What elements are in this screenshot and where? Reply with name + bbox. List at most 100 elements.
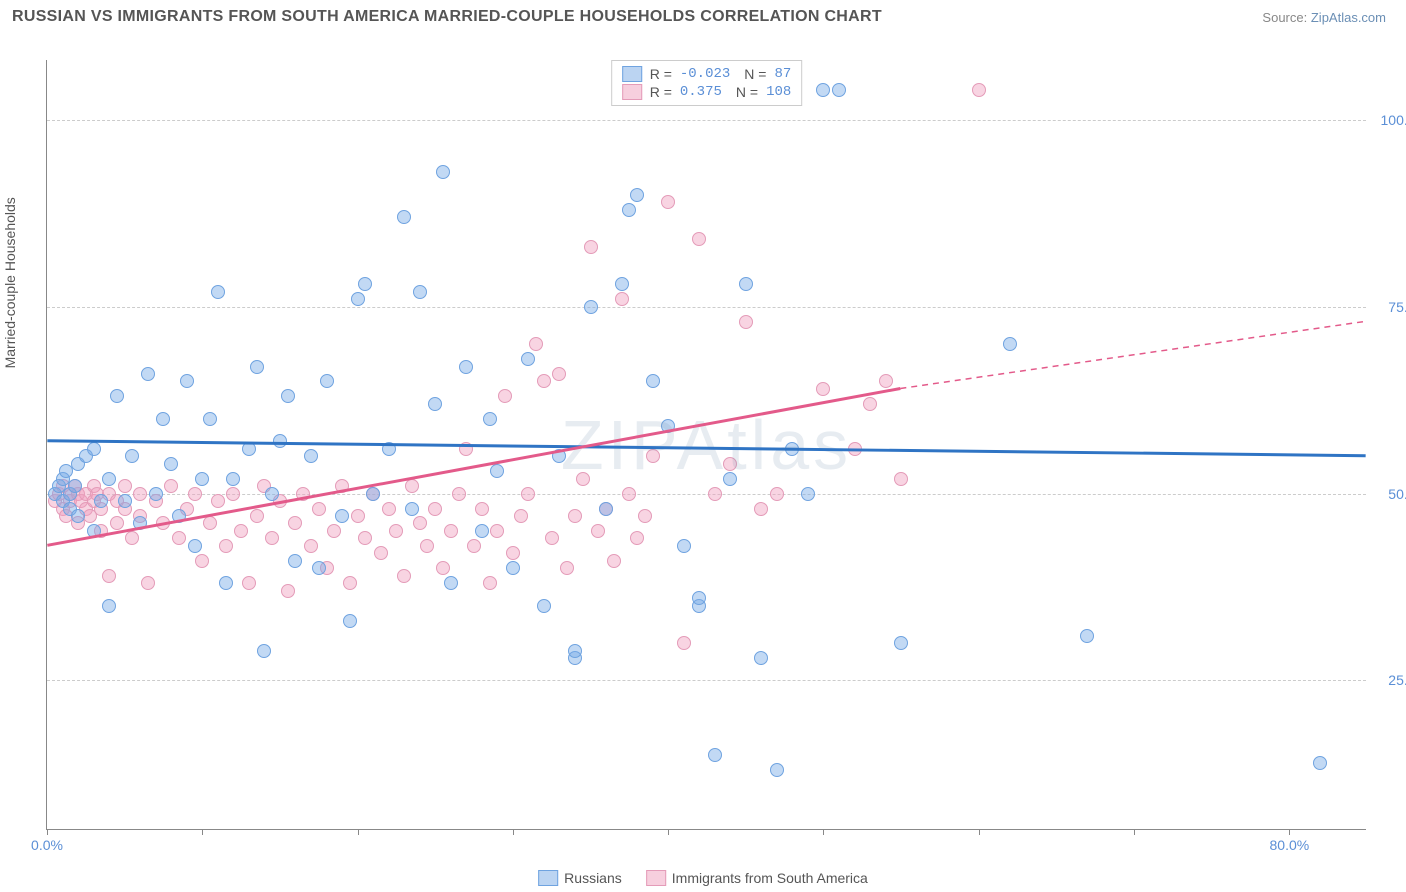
data-point [219, 576, 233, 590]
data-point [250, 360, 264, 374]
data-point [490, 524, 504, 538]
data-point [156, 412, 170, 426]
data-point [537, 374, 551, 388]
data-point [203, 516, 217, 530]
watermark-text: ZIPAtlas [561, 405, 852, 485]
series-legend: Russians Immigrants from South America [538, 870, 868, 886]
data-point [816, 83, 830, 97]
data-point [265, 531, 279, 545]
data-point [428, 502, 442, 516]
data-point [59, 464, 73, 478]
data-point [630, 531, 644, 545]
data-point [514, 509, 528, 523]
data-point [226, 472, 240, 486]
data-point [149, 487, 163, 501]
legend-label: Russians [564, 870, 622, 886]
data-point [358, 531, 372, 545]
data-point [351, 292, 365, 306]
data-point [894, 472, 908, 486]
data-point [195, 554, 209, 568]
data-point [335, 509, 349, 523]
data-point [405, 502, 419, 516]
data-point [785, 442, 799, 456]
data-point [102, 599, 116, 613]
data-point [118, 494, 132, 508]
r-value-russians: -0.023 [680, 66, 730, 82]
xtick-mark [513, 829, 514, 835]
data-point [568, 644, 582, 658]
r-value-immigrants: 0.375 [680, 84, 722, 100]
data-point [87, 524, 101, 538]
data-point [71, 509, 85, 523]
xtick-mark [358, 829, 359, 835]
data-point [102, 472, 116, 486]
data-point [273, 434, 287, 448]
data-point [444, 524, 458, 538]
data-point [304, 539, 318, 553]
data-point [188, 539, 202, 553]
data-point [646, 374, 660, 388]
data-point [545, 531, 559, 545]
chart-title: RUSSIAN VS IMMIGRANTS FROM SOUTH AMERICA… [12, 8, 882, 26]
data-point [413, 285, 427, 299]
data-point [320, 374, 334, 388]
data-point [692, 591, 706, 605]
data-point [622, 203, 636, 217]
stats-row-russians: R = -0.023 N = 87 [622, 65, 792, 83]
data-point [506, 561, 520, 575]
data-point [312, 502, 326, 516]
source-link[interactable]: ZipAtlas.com [1311, 10, 1386, 25]
xtick-mark [668, 829, 669, 835]
data-point [646, 449, 660, 463]
data-point [397, 210, 411, 224]
ytick-label: 50.0% [1373, 486, 1406, 502]
data-point [389, 524, 403, 538]
data-point [257, 644, 271, 658]
data-point [281, 584, 295, 598]
data-point [87, 442, 101, 456]
data-point [467, 539, 481, 553]
data-point [172, 531, 186, 545]
data-point [591, 524, 605, 538]
data-point [972, 83, 986, 97]
data-point [133, 487, 147, 501]
data-point [382, 442, 396, 456]
data-point [568, 509, 582, 523]
gridline [47, 494, 1366, 495]
data-point [413, 516, 427, 530]
xtick-mark [979, 829, 980, 835]
data-point [863, 397, 877, 411]
data-point [211, 285, 225, 299]
data-point [708, 748, 722, 762]
data-point [436, 165, 450, 179]
scatter-plot-area: ZIPAtlas R = -0.023 N = 87 R = 0.375 N =… [46, 60, 1366, 830]
data-point [141, 367, 155, 381]
data-point [816, 382, 830, 396]
data-point [677, 539, 691, 553]
data-point [661, 419, 675, 433]
data-point [125, 449, 139, 463]
data-point [296, 487, 310, 501]
data-point [661, 195, 675, 209]
source-attribution: Source: ZipAtlas.com [1262, 10, 1386, 25]
legend-label: Immigrants from South America [672, 870, 868, 886]
data-point [677, 636, 691, 650]
data-point [335, 479, 349, 493]
source-label: Source: [1262, 10, 1307, 25]
swatch-icon [622, 66, 642, 82]
data-point [498, 389, 512, 403]
data-point [405, 479, 419, 493]
data-point [304, 449, 318, 463]
data-point [234, 524, 248, 538]
data-point [141, 576, 155, 590]
data-point [483, 576, 497, 590]
data-point [708, 487, 722, 501]
data-point [358, 277, 372, 291]
data-point [397, 569, 411, 583]
data-point [770, 763, 784, 777]
data-point [110, 389, 124, 403]
data-point [483, 412, 497, 426]
data-point [203, 412, 217, 426]
data-point [576, 472, 590, 486]
data-point [506, 546, 520, 560]
